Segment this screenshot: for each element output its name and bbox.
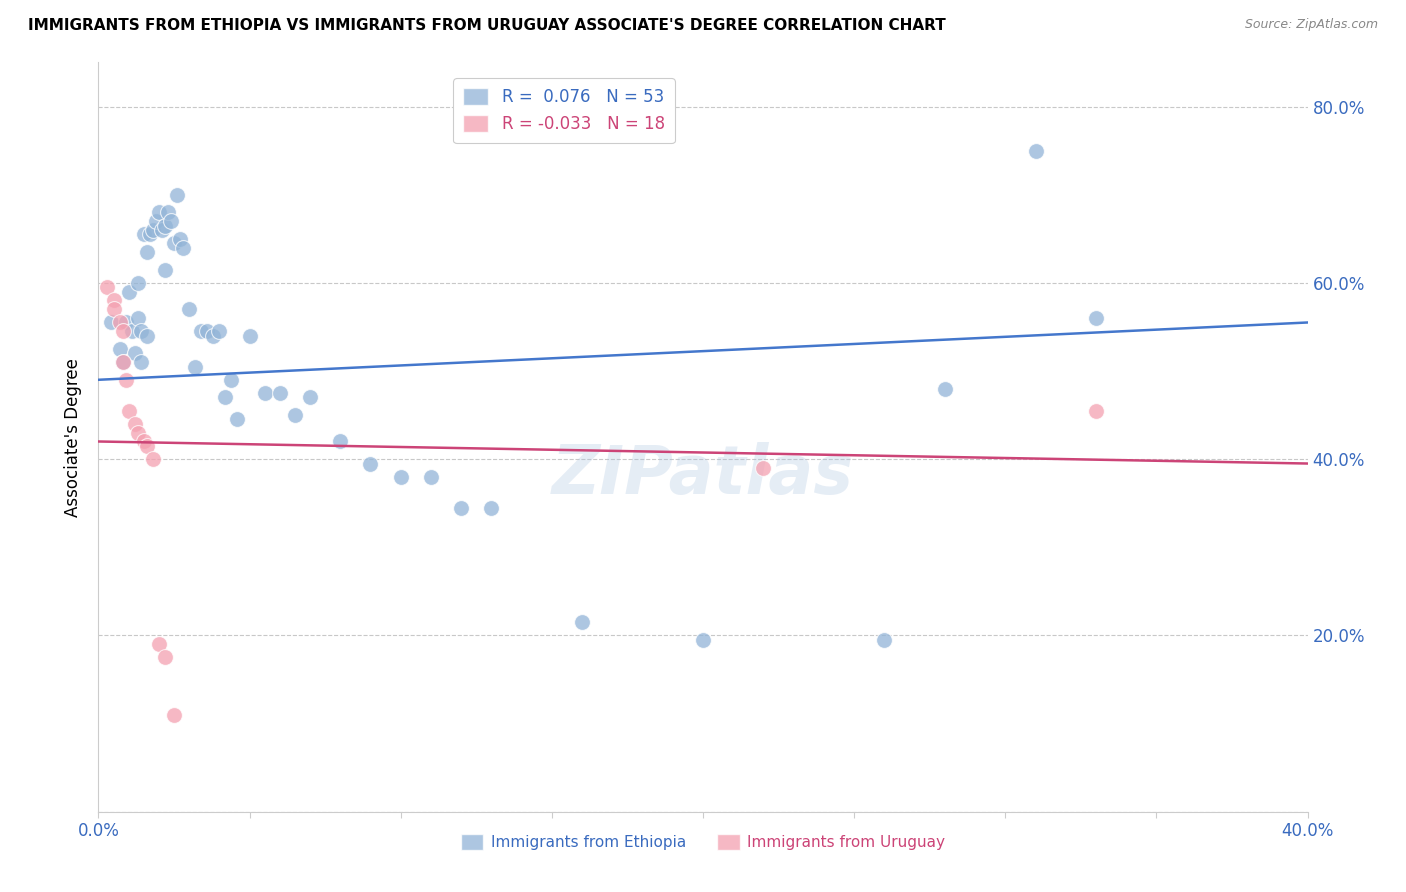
Point	[450, 500, 472, 515]
Point	[253, 386, 276, 401]
Legend: Immigrants from Ethiopia, Immigrants from Uruguay: Immigrants from Ethiopia, Immigrants fro…	[454, 829, 952, 856]
Point	[284, 408, 307, 422]
Point	[163, 707, 186, 722]
Point	[108, 342, 131, 356]
Point	[142, 223, 165, 237]
Point	[153, 650, 176, 665]
Text: ZIPatlas: ZIPatlas	[553, 442, 853, 508]
Point	[100, 316, 122, 330]
Point	[160, 214, 183, 228]
Point	[163, 236, 186, 251]
Point	[118, 285, 141, 299]
Point	[153, 262, 176, 277]
Point	[329, 434, 352, 449]
Point	[360, 457, 382, 471]
Point	[934, 382, 956, 396]
Text: Source: ZipAtlas.com: Source: ZipAtlas.com	[1244, 18, 1378, 31]
Point	[150, 223, 173, 237]
Point	[111, 355, 134, 369]
Point	[221, 373, 243, 387]
Point	[129, 324, 152, 338]
Point	[153, 219, 176, 233]
Point	[148, 205, 170, 219]
Point	[96, 280, 118, 294]
Point	[142, 452, 165, 467]
Point	[166, 187, 188, 202]
Point	[214, 391, 236, 405]
Point	[132, 227, 155, 242]
Point	[1085, 403, 1108, 417]
Point	[389, 469, 412, 483]
Point	[299, 391, 322, 405]
Point	[111, 324, 134, 338]
Point	[169, 232, 191, 246]
Point	[114, 316, 136, 330]
Point	[114, 373, 136, 387]
Point	[156, 205, 179, 219]
Point	[269, 386, 291, 401]
Point	[108, 316, 131, 330]
Y-axis label: Associate's Degree: Associate's Degree	[65, 358, 83, 516]
Point	[1085, 311, 1108, 326]
Point	[873, 632, 896, 647]
Point	[752, 461, 775, 475]
Point	[195, 324, 218, 338]
Point	[111, 355, 134, 369]
Point	[127, 425, 149, 440]
Point	[129, 355, 152, 369]
Point	[190, 324, 212, 338]
Point	[135, 244, 157, 259]
Point	[145, 214, 167, 228]
Point	[121, 324, 143, 338]
Point	[172, 241, 194, 255]
Point	[124, 417, 146, 431]
Point	[571, 615, 593, 630]
Point	[135, 328, 157, 343]
Point	[184, 359, 207, 374]
Point	[127, 311, 149, 326]
Point	[208, 324, 231, 338]
Point	[239, 328, 262, 343]
Point	[1024, 144, 1046, 158]
Point	[481, 500, 503, 515]
Point	[148, 637, 170, 651]
Point	[124, 346, 146, 360]
Point	[135, 439, 157, 453]
Point	[692, 632, 714, 647]
Point	[127, 276, 149, 290]
Point	[202, 328, 225, 343]
Point	[118, 403, 141, 417]
Point	[103, 302, 125, 317]
Text: IMMIGRANTS FROM ETHIOPIA VS IMMIGRANTS FROM URUGUAY ASSOCIATE'S DEGREE CORRELATI: IMMIGRANTS FROM ETHIOPIA VS IMMIGRANTS F…	[28, 18, 946, 33]
Point	[139, 227, 162, 242]
Point	[132, 434, 155, 449]
Point	[226, 412, 249, 426]
Point	[179, 302, 201, 317]
Point	[103, 293, 125, 308]
Point	[420, 469, 443, 483]
